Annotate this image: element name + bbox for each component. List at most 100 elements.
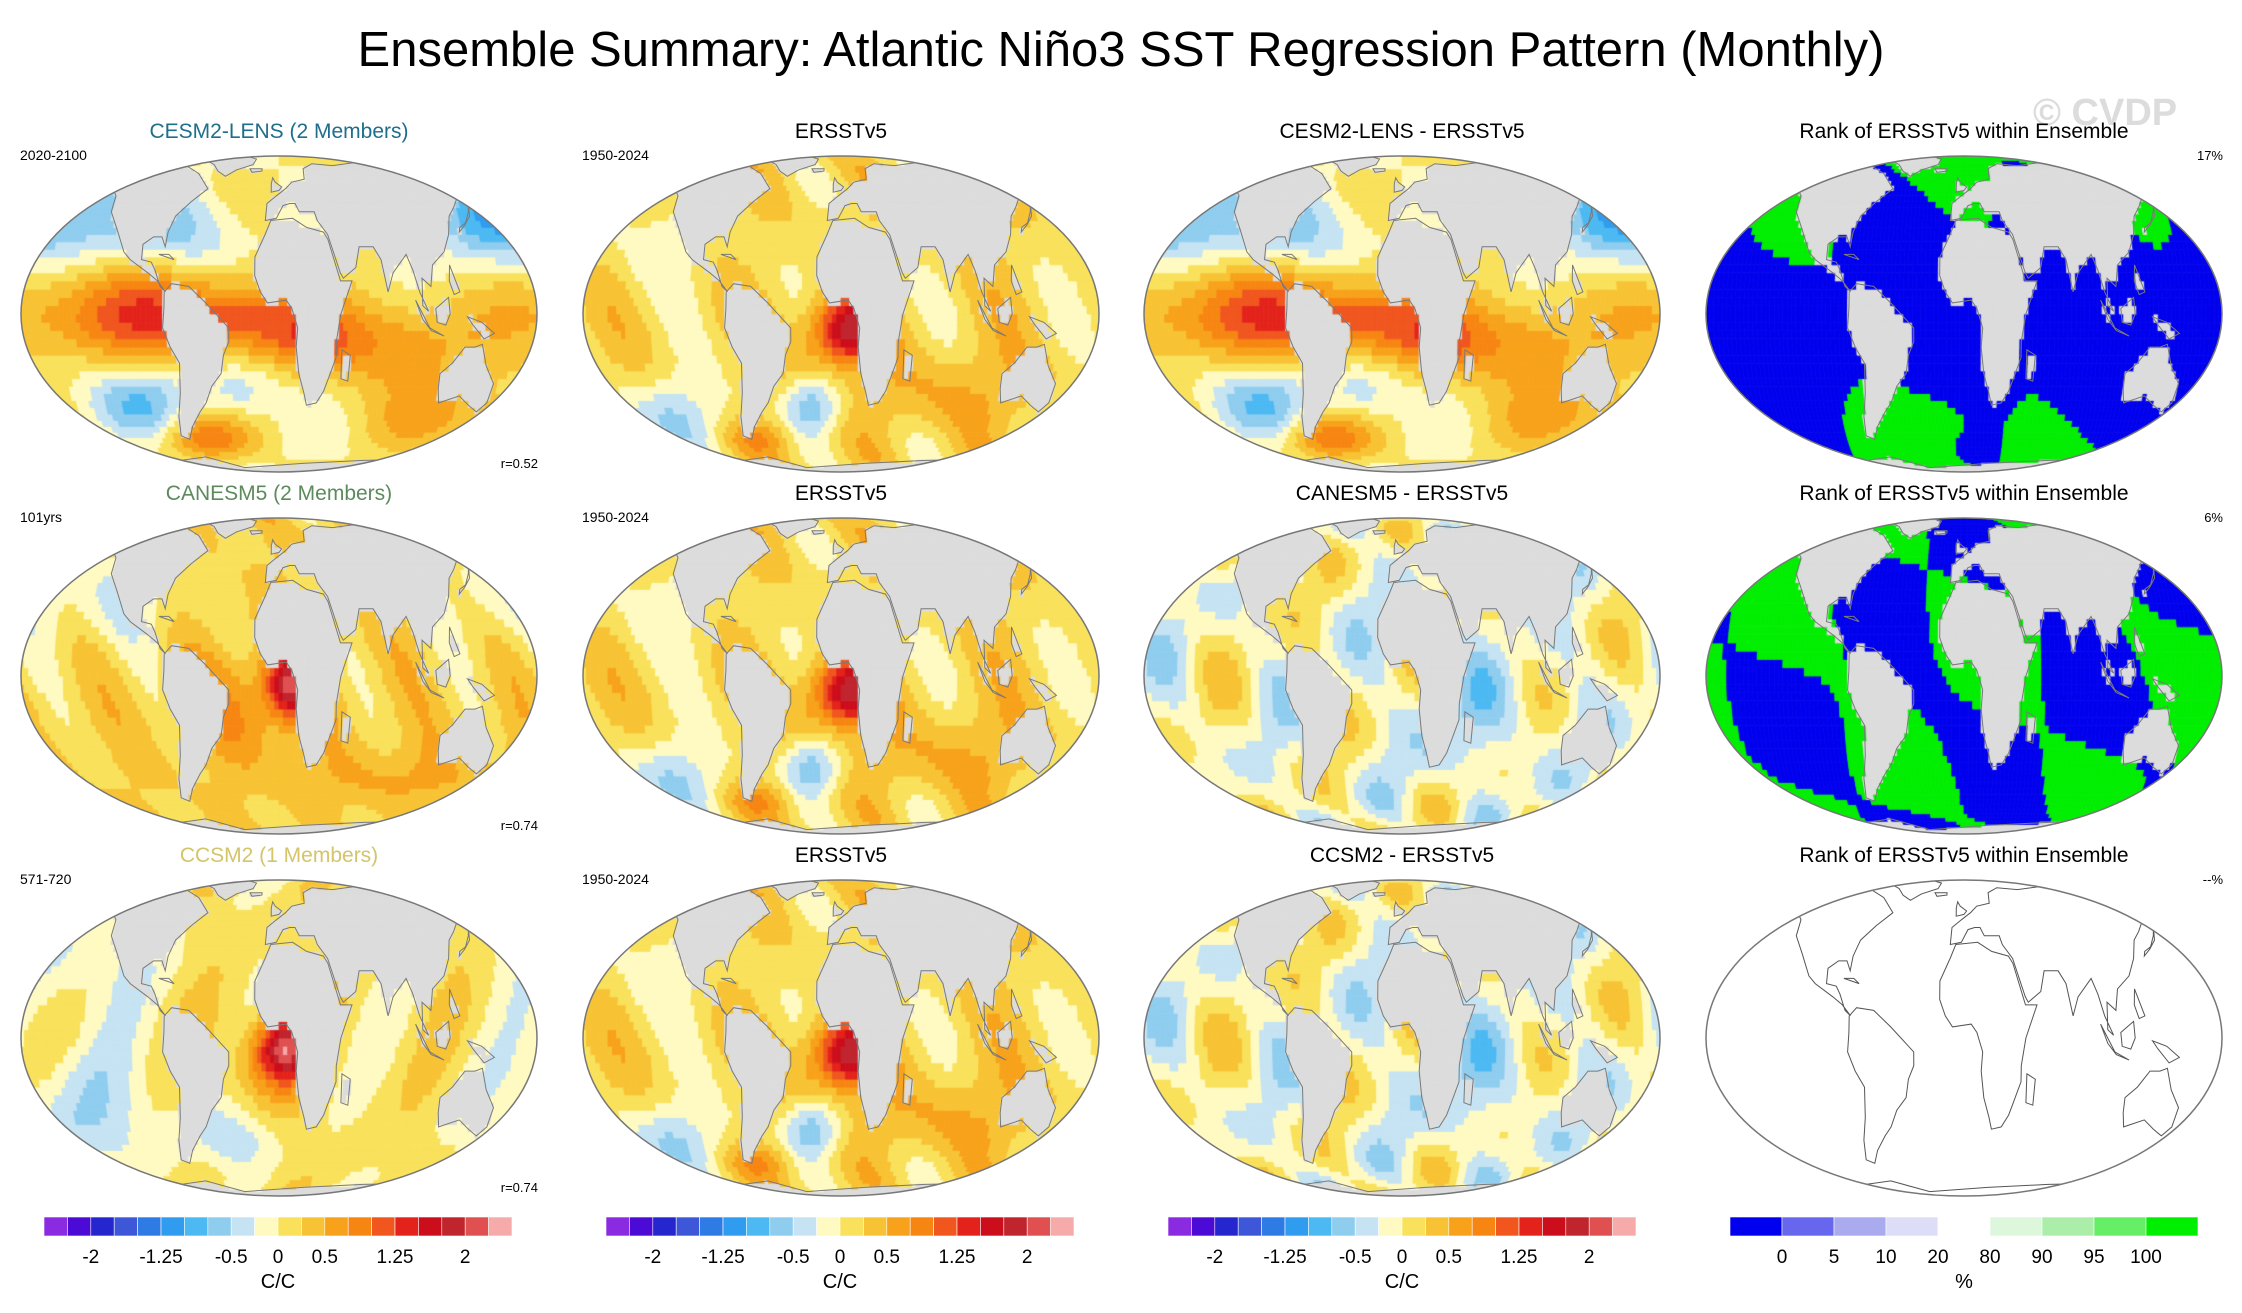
coastline (1751, 156, 2207, 472)
sst-colorbar-1: -2 -1.25 -0.5 0 0.5 1.25 2 C/C (43, 1216, 513, 1293)
colorbar-segment (909, 1216, 934, 1237)
coastline (1751, 518, 2207, 834)
map-border (1143, 517, 1661, 835)
panel-title: Rank of ERSSTv5 within Ensemble (1799, 844, 2128, 867)
colorbar-segment (1425, 1216, 1450, 1237)
colorbar-tick-label: 2 (460, 1247, 471, 1268)
colorbar-segment (839, 1216, 864, 1237)
panel-left-label: 1950-2024 (582, 147, 649, 163)
map-field (1706, 156, 2222, 472)
colorbar-segment (67, 1216, 92, 1237)
map-field (1706, 880, 2222, 1196)
panel-right-label: r=0.74 (501, 1180, 538, 1195)
panel-title: ERSSTv5 (795, 844, 887, 867)
colorbar-segment (863, 1216, 888, 1237)
colorbar-segment (347, 1216, 372, 1237)
colorbar-segment (441, 1216, 466, 1237)
colorbar-tick-label: 2 (1022, 1247, 1033, 1268)
panel-left-label: 101yrs (20, 509, 62, 525)
map-panel-8: Rank of ERSSTv5 within Ensemble 6% (1705, 482, 2223, 835)
panel-right-label: r=0.74 (501, 818, 538, 833)
map-border (20, 155, 538, 473)
colorbar-tick-label: 100 (2130, 1247, 2162, 1268)
colorbar-tick-label: 10 (1875, 1247, 1896, 1268)
map-field (1706, 518, 2222, 834)
colorbar-segment (2041, 1216, 2095, 1237)
map-field (583, 518, 1099, 834)
colorbar-tick-label: 0 (273, 1247, 284, 1268)
colorbar-units: C/C (261, 1271, 295, 1293)
colorbar-segment (254, 1216, 279, 1237)
coastline (628, 518, 1084, 834)
colorbar-segment (1354, 1216, 1379, 1237)
panel-title: CCSM2 (1 Members) (180, 844, 378, 867)
map-panel-5: CANESM5 (2 Members) 101yrs r=0.74 (20, 482, 538, 835)
map-border (582, 517, 1100, 835)
colorbar-tick-label: 0 (1777, 1247, 1788, 1268)
colorbar-segment (652, 1216, 677, 1237)
colorbar-tick-label: -0.5 (1339, 1247, 1372, 1268)
colorbar-segment (1448, 1216, 1473, 1237)
panel-title: CESM2-LENS - ERSSTv5 (1279, 120, 1524, 143)
colorbar-segment (980, 1216, 1005, 1237)
map-panel-6: ERSSTv5 1950-2024 (582, 482, 1100, 835)
colorbar-segment (371, 1216, 396, 1237)
colorbar-segment (1833, 1216, 1887, 1237)
map-panel-10: ERSSTv5 1950-2024 (582, 844, 1100, 1197)
colorbar-segment (886, 1216, 911, 1237)
colorbar-tick-label: -0.5 (215, 1247, 248, 1268)
colorbar-segment (1729, 1216, 1783, 1237)
colorbar-segment (1518, 1216, 1543, 1237)
coastline (628, 156, 1084, 472)
colorbar-segment (488, 1216, 513, 1237)
colorbar-segment (1378, 1216, 1403, 1237)
colorbar-segment (675, 1216, 700, 1237)
colorbar-tick-label: 80 (1979, 1247, 2000, 1268)
map-panel-4: Rank of ERSSTv5 within Ensemble 17% (1705, 120, 2223, 473)
colorbar-segment (277, 1216, 302, 1237)
colorbar-segment (699, 1216, 724, 1237)
colorbar-tick-label: -1.25 (139, 1247, 182, 1268)
coastline (628, 880, 1084, 1196)
colorbar-tick-label: 0 (1397, 1247, 1408, 1268)
panel-title: ERSSTv5 (795, 482, 887, 505)
map-field (21, 880, 537, 1196)
panel-title: CANESM5 - ERSSTv5 (1296, 482, 1508, 505)
panel-right-label: --% (2203, 872, 2224, 887)
coastline (1189, 156, 1645, 472)
colorbar-segment (1885, 1216, 1939, 1237)
colorbar-segment (1331, 1216, 1356, 1237)
panel-title: Rank of ERSSTv5 within Ensemble (1799, 120, 2128, 143)
coastline (66, 156, 522, 472)
colorbar-units: C/C (823, 1271, 857, 1293)
map-border (1705, 517, 2223, 835)
colorbar-tick-label: -2 (82, 1247, 99, 1268)
map-panel-12: Rank of ERSSTv5 within Ensemble --% (1705, 844, 2223, 1197)
map-panel-11: CCSM2 - ERSSTv5 (1143, 844, 1661, 1197)
colorbar-tick-label: 0.5 (874, 1247, 900, 1268)
colorbar-segment (160, 1216, 185, 1237)
colorbar-segment (746, 1216, 771, 1237)
panel-title: ERSSTv5 (795, 120, 887, 143)
colorbar-segment (1937, 1216, 1991, 1237)
colorbar-segment (301, 1216, 326, 1237)
colorbar-segment (1471, 1216, 1496, 1237)
map-border (20, 879, 538, 1197)
colorbar-segment (816, 1216, 841, 1237)
map-field (1144, 518, 1660, 834)
map-border (582, 155, 1100, 473)
map-field (1144, 156, 1660, 472)
colorbar-tick-label: 1.25 (1501, 1247, 1538, 1268)
colorbar-tick-label: 0.5 (1436, 1247, 1462, 1268)
panel-right-label: r=0.52 (501, 456, 538, 471)
colorbar-tick-label: 2 (1584, 1247, 1595, 1268)
map-border (582, 879, 1100, 1197)
panel-left-label: 571-720 (20, 871, 72, 887)
colorbar-segment (722, 1216, 747, 1237)
map-field (21, 156, 537, 472)
colorbar-segment (769, 1216, 794, 1237)
colorbar-segment (1003, 1216, 1028, 1237)
colorbar-tick-label: 20 (1927, 1247, 1948, 1268)
panel-right-label: 6% (2204, 510, 2223, 525)
